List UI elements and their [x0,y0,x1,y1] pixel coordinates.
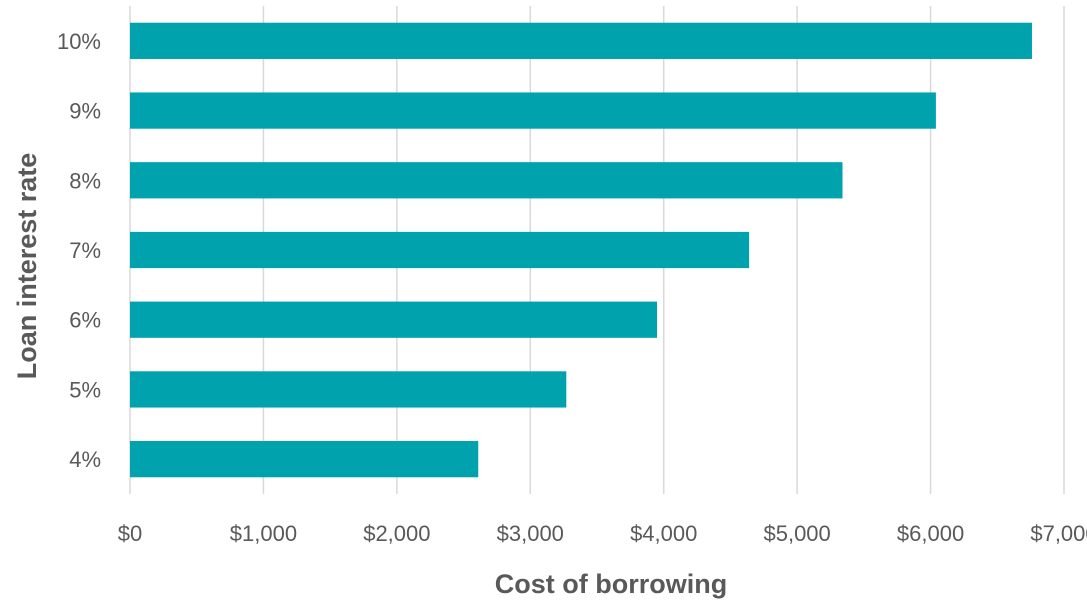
y-tick-label: 10% [57,29,101,54]
bar [130,92,936,129]
bar [130,231,750,269]
bar [130,371,567,408]
bar [130,162,843,199]
y-axis-tick-labels: 10% 9% 8% 7% 6% 5% 4% [57,29,101,472]
bar [130,441,479,478]
y-tick-label: 7% [69,238,101,263]
x-tick-label: $5,000 [763,521,830,546]
x-tick-label: $4,000 [630,521,697,546]
y-tick-label: 6% [69,308,101,333]
x-axis-tick-labels: $0 $1,000 $2,000 $3,000 $4,000 $5,000 $6,000 $7… [118,521,1087,546]
bar [130,301,658,338]
y-tick-label: 4% [69,447,101,472]
y-tick-label: 9% [69,99,101,124]
x-tick-label: $3,000 [497,521,564,546]
x-tick-label: $6,000 [897,521,964,546]
y-tick-label: 5% [69,377,101,402]
x-tick-label: $1,000 [230,521,297,546]
y-axis-title: Loan interest rate [12,153,42,380]
bars [130,22,1032,478]
x-axis-title: Cost of borrowing [495,569,727,599]
x-tick-label: $0 [118,521,142,546]
x-tick-label: $7,000 [1030,521,1087,546]
x-tick-label: $2,000 [363,521,430,546]
y-tick-label: 8% [69,168,101,193]
bar [130,22,1032,59]
